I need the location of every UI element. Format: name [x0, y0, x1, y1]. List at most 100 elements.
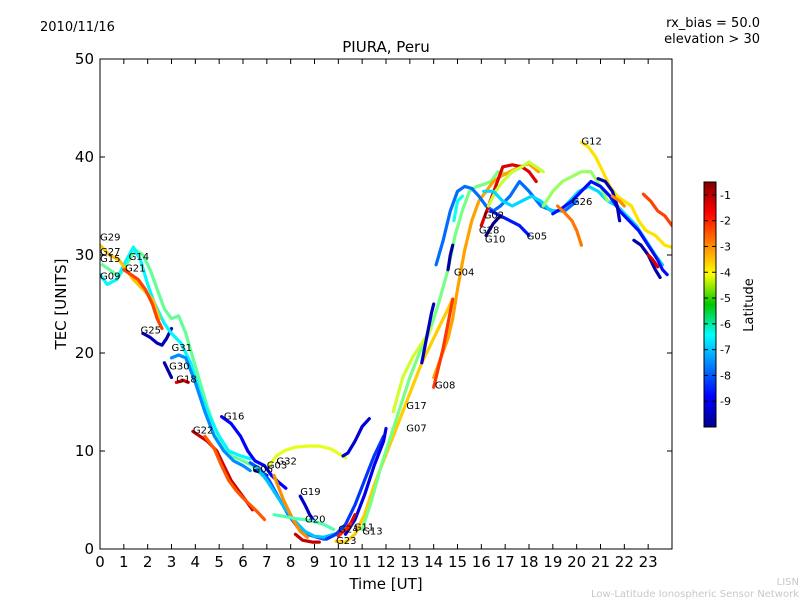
x-tick-label: 8: [286, 553, 296, 571]
colorbar-label: Latitude: [742, 278, 757, 332]
satellite-label: G25: [141, 325, 161, 336]
colorbar-tick-label: -2: [720, 215, 731, 228]
satellite-label: G31: [172, 343, 192, 354]
satellite-label: G22: [193, 425, 213, 436]
colorbar-tick-label: -1: [720, 189, 731, 202]
tec-series-line: [203, 434, 267, 522]
y-tick-label: 20: [75, 344, 94, 362]
y-tick-label: 30: [75, 246, 94, 264]
footer-network: Low-Latitude Ionospheric Sensor Network: [591, 589, 799, 600]
satellite-label: G28: [479, 225, 499, 236]
satellite-label: G14: [129, 252, 149, 263]
satellite-label: G17: [406, 401, 426, 412]
tec-series-line: [452, 194, 464, 223]
tec-series-line: [298, 494, 317, 524]
tec-series-line: [641, 192, 672, 228]
tec-series-line: [484, 214, 502, 237]
y-axis: 0 10 20 30 40 50: [75, 50, 672, 558]
tec-series-line: [556, 204, 583, 247]
x-tick-label: 21: [591, 553, 610, 571]
colorbar-tick-label: -8: [720, 369, 731, 382]
colorbar-tick-label: -4: [720, 266, 731, 279]
tec-series-line: [100, 248, 264, 478]
satellite-label: G15: [100, 254, 120, 265]
colorbar-tick-label: -6: [720, 318, 731, 331]
satellite-label: G29: [100, 232, 120, 243]
tec-series-line: [489, 209, 531, 237]
y-tick-label: 50: [75, 50, 94, 68]
rx-bias-label: rx_bias = 50.0: [666, 16, 760, 31]
y-tick-label: 0: [84, 540, 94, 558]
satellite-label: G12: [581, 136, 601, 147]
x-tick-label: 12: [376, 553, 395, 571]
tec-series-line: [334, 297, 455, 544]
colorbar-gradient: [703, 181, 717, 428]
x-tick-label: 22: [615, 553, 634, 571]
tec-series-line: [596, 177, 622, 223]
tec-series-line: [174, 378, 190, 384]
satellite-label: G13: [362, 526, 382, 537]
x-tick-label: 11: [353, 553, 372, 571]
satellite-label: G09: [100, 272, 120, 283]
satellite-label: G04: [454, 268, 474, 279]
satellite-label: G03: [267, 461, 287, 472]
tec-series-line: [272, 513, 336, 531]
x-tick-label: 19: [543, 553, 562, 571]
elevation-label: elevation > 30: [664, 32, 760, 47]
tec-series-line: [432, 297, 455, 389]
tec-series-line: [341, 417, 371, 458]
tec-series-line: [579, 140, 672, 249]
chart-title: PIURA, Peru: [342, 38, 429, 56]
satellite-label: G19: [300, 487, 320, 498]
satellite-label: G23: [336, 536, 356, 547]
satellite-label: G20: [305, 515, 325, 526]
x-tick-label: 20: [567, 553, 586, 571]
satellite-label: G11: [354, 522, 374, 533]
y-tick-label: 10: [75, 442, 94, 460]
tec-series-line: [360, 170, 507, 531]
x-tick-label: 1: [119, 553, 129, 571]
x-tick-label: 17: [496, 553, 515, 571]
colorbar: -1 -2 -3 -4 -5 -6 -7 -8 -9 Latitude: [703, 181, 757, 428]
x-tick-label: 5: [214, 553, 224, 571]
satellite-label: G02: [484, 211, 504, 222]
tec-series-line: [293, 532, 321, 544]
colorbar-ticks: -1 -2 -3 -4 -5 -6 -7 -8 -9: [704, 189, 731, 408]
satellite-label: G27: [100, 247, 120, 258]
satellite-label: G08: [435, 380, 455, 391]
x-axis: 0 1 2 3 4 5 6 7 8 9 10 11 12 13 14 15 16 17 18 19 20 21 22 23: [95, 59, 658, 571]
x-tick-label: 0: [95, 553, 105, 571]
y-tick-label: 40: [75, 148, 94, 166]
satellite-label: G16: [224, 412, 244, 423]
satellite-label: G10: [485, 234, 505, 245]
satellite-label: G05: [527, 231, 547, 242]
x-tick-label: 18: [519, 553, 538, 571]
x-tick-label: 6: [238, 553, 248, 571]
tec-series-line: [420, 302, 436, 365]
x-tick-label: 23: [639, 553, 658, 571]
satellite-label: G26: [572, 197, 592, 208]
x-tick-label: 14: [424, 553, 443, 571]
x-tick-label: 13: [400, 553, 419, 571]
tec-series-line: [267, 444, 348, 468]
tec-series-line: [446, 243, 455, 272]
tec-series-layer: [100, 140, 672, 544]
tec-series-line: [336, 521, 352, 538]
satellite-label: G18: [176, 374, 196, 385]
colorbar-tick-label: -5: [720, 292, 731, 305]
colorbar-tick-label: -7: [720, 344, 731, 357]
tec-series-line: [324, 434, 386, 541]
tec-series-line: [610, 194, 626, 208]
footer-lisn: LISN: [777, 577, 799, 588]
tec-series-line: [646, 253, 660, 269]
tec-series-line: [255, 466, 345, 539]
tec-series-line: [141, 326, 174, 347]
satellite-label: G30: [169, 362, 189, 373]
x-tick-label: 2: [143, 553, 153, 571]
satellite-label: G32: [276, 457, 296, 468]
x-tick-label: 4: [191, 553, 201, 571]
satellite-label: G24: [338, 524, 358, 535]
